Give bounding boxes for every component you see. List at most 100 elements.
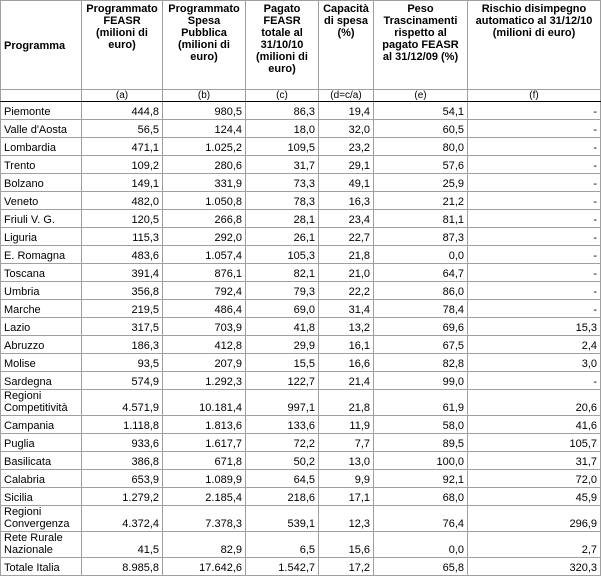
table-cell: 78,3 <box>245 191 319 210</box>
table-cell: 32,0 <box>318 119 374 138</box>
table-cell: 876,1 <box>162 263 246 282</box>
table-row: Bolzano 149,1 331,9 73,3 49,1 25,9- <box>0 173 601 192</box>
table-cell: 65,8 <box>373 557 468 576</box>
row-label: Friuli V. G. <box>0 209 82 228</box>
table-cell: 22,7 <box>318 227 374 246</box>
row-label: Calabria <box>0 469 82 488</box>
table-cell: 54,1 <box>373 101 468 120</box>
table-cell: - <box>467 101 601 120</box>
subheader-cell: (c) <box>245 89 319 102</box>
table-cell: 76,4 <box>373 505 468 532</box>
table-cell: 69,0 <box>245 299 319 318</box>
row-label: Regioni Convergenza <box>0 505 82 532</box>
row-label: Umbria <box>0 281 82 300</box>
table-cell: - <box>467 209 601 228</box>
table-cell: 320,3 <box>467 557 601 576</box>
table-cell: - <box>467 299 601 318</box>
table-cell: 69,6 <box>373 317 468 336</box>
row-label: Basilicata <box>0 451 82 470</box>
table-cell: 4.571,9 <box>81 389 163 416</box>
table-cell: 21,4 <box>318 371 374 390</box>
table-cell: 41,8 <box>245 317 319 336</box>
table-cell: 471,1 <box>81 137 163 156</box>
table-cell: 31,7 <box>467 451 601 470</box>
table-cell: 109,2 <box>81 155 163 174</box>
table-cell: 386,8 <box>81 451 163 470</box>
row-label: Sardegna <box>0 371 82 390</box>
table-cell: 1.617,7 <box>162 433 246 452</box>
table-cell: 186,3 <box>81 335 163 354</box>
header-row: Programma Programmato FEASR (milioni di e… <box>0 0 601 90</box>
table-cell: 18,0 <box>245 119 319 138</box>
table-cell: 28,1 <box>245 209 319 228</box>
table-cell: 2,7 <box>467 531 601 558</box>
table-row: Regioni Competitività 4.571,9 10.181,4 997,… <box>0 389 601 416</box>
table-cell: 1.050,8 <box>162 191 246 210</box>
table-cell: 0,0 <box>373 531 468 558</box>
table-cell: 1.025,2 <box>162 137 246 156</box>
table-cell: 73,3 <box>245 173 319 192</box>
table-cell: 13,0 <box>318 451 374 470</box>
table-cell: 4.372,4 <box>81 505 163 532</box>
table-cell: 317,5 <box>81 317 163 336</box>
table-cell: 120,5 <box>81 209 163 228</box>
table-cell: - <box>467 137 601 156</box>
table-cell: 266,8 <box>162 209 246 228</box>
table-row: Marche 219,5 486,4 69,0 31,4 78,4- <box>0 299 601 318</box>
table-row: Veneto 482,0 1.050,8 78,3 16,3 21,2- <box>0 191 601 210</box>
table-cell: 486,4 <box>162 299 246 318</box>
table-cell: 29,9 <box>245 335 319 354</box>
table-row: Liguria 115,3 292,0 26,1 22,7 87,3- <box>0 227 601 246</box>
table-row: Rete Rurale Nazionale 41,5 82,9 6,5 15,6 0,0 2… <box>0 531 601 558</box>
table-cell: 82,9 <box>162 531 246 558</box>
row-label: Bolzano <box>0 173 82 192</box>
column-header: Pagato FEASR totale al 31/10/10 (milioni… <box>245 0 319 90</box>
table-cell: 50,2 <box>245 451 319 470</box>
table-cell: 82,1 <box>245 263 319 282</box>
table-row: Friuli V. G. 120,5 266,8 28,1 23,4 81,1- <box>0 209 601 228</box>
row-label: Totale Italia <box>0 557 82 576</box>
table-cell: 3,0 <box>467 353 601 372</box>
table-row: Sardegna 574,9 1.292,3 122,7 21,4 99,0- <box>0 371 601 390</box>
subheader-cell: (e) <box>373 89 468 102</box>
table-cell: 10.181,4 <box>162 389 246 416</box>
table-cell: 13,2 <box>318 317 374 336</box>
table-body: Piemonte 444,8 980,5 86,3 19,4 54,1- Valle d'A… <box>0 101 601 576</box>
table-cell: 79,3 <box>245 281 319 300</box>
table-cell: 15,5 <box>245 353 319 372</box>
table-cell: 17.642,6 <box>162 557 246 576</box>
table-cell: 933,6 <box>81 433 163 452</box>
row-label: Campania <box>0 415 82 434</box>
column-header: Programma <box>0 0 82 90</box>
row-label: Toscana <box>0 263 82 282</box>
table-cell: 703,9 <box>162 317 246 336</box>
table-cell: 792,4 <box>162 281 246 300</box>
table-cell: 218,6 <box>245 487 319 506</box>
table-cell: 574,9 <box>81 371 163 390</box>
table-cell: - <box>467 263 601 282</box>
table-cell: 26,1 <box>245 227 319 246</box>
table-cell: 72,0 <box>467 469 601 488</box>
table-cell: 653,9 <box>81 469 163 488</box>
table-row: Toscana 391,4 876,1 82,1 21,0 64,7- <box>0 263 601 282</box>
table-cell: 23,2 <box>318 137 374 156</box>
table-cell: 296,9 <box>467 505 601 532</box>
table-cell: 29,1 <box>318 155 374 174</box>
table-cell: 57,6 <box>373 155 468 174</box>
table-cell: 980,5 <box>162 101 246 120</box>
table-cell: 1.057,4 <box>162 245 246 264</box>
table-cell: 105,3 <box>245 245 319 264</box>
table-cell: 219,5 <box>81 299 163 318</box>
table-row: Campania 1.118,8 1.813,6 133,6 11,9 58,0 41,6 <box>0 415 601 434</box>
subheader-cell: (b) <box>162 89 246 102</box>
table-cell: 15,3 <box>467 317 601 336</box>
table-cell: 56,5 <box>81 119 163 138</box>
table-row: E. Romagna 483,6 1.057,4 105,3 21,8 0,0- <box>0 245 601 264</box>
table-row: Abruzzo 186,3 412,8 29,9 16,1 67,5 2,4 <box>0 335 601 354</box>
table-cell: 60,5 <box>373 119 468 138</box>
row-label: Regioni Competitività <box>0 389 82 416</box>
table-cell: 41,5 <box>81 531 163 558</box>
row-label: Lombardia <box>0 137 82 156</box>
table-cell: 68,0 <box>373 487 468 506</box>
table-cell: 331,9 <box>162 173 246 192</box>
